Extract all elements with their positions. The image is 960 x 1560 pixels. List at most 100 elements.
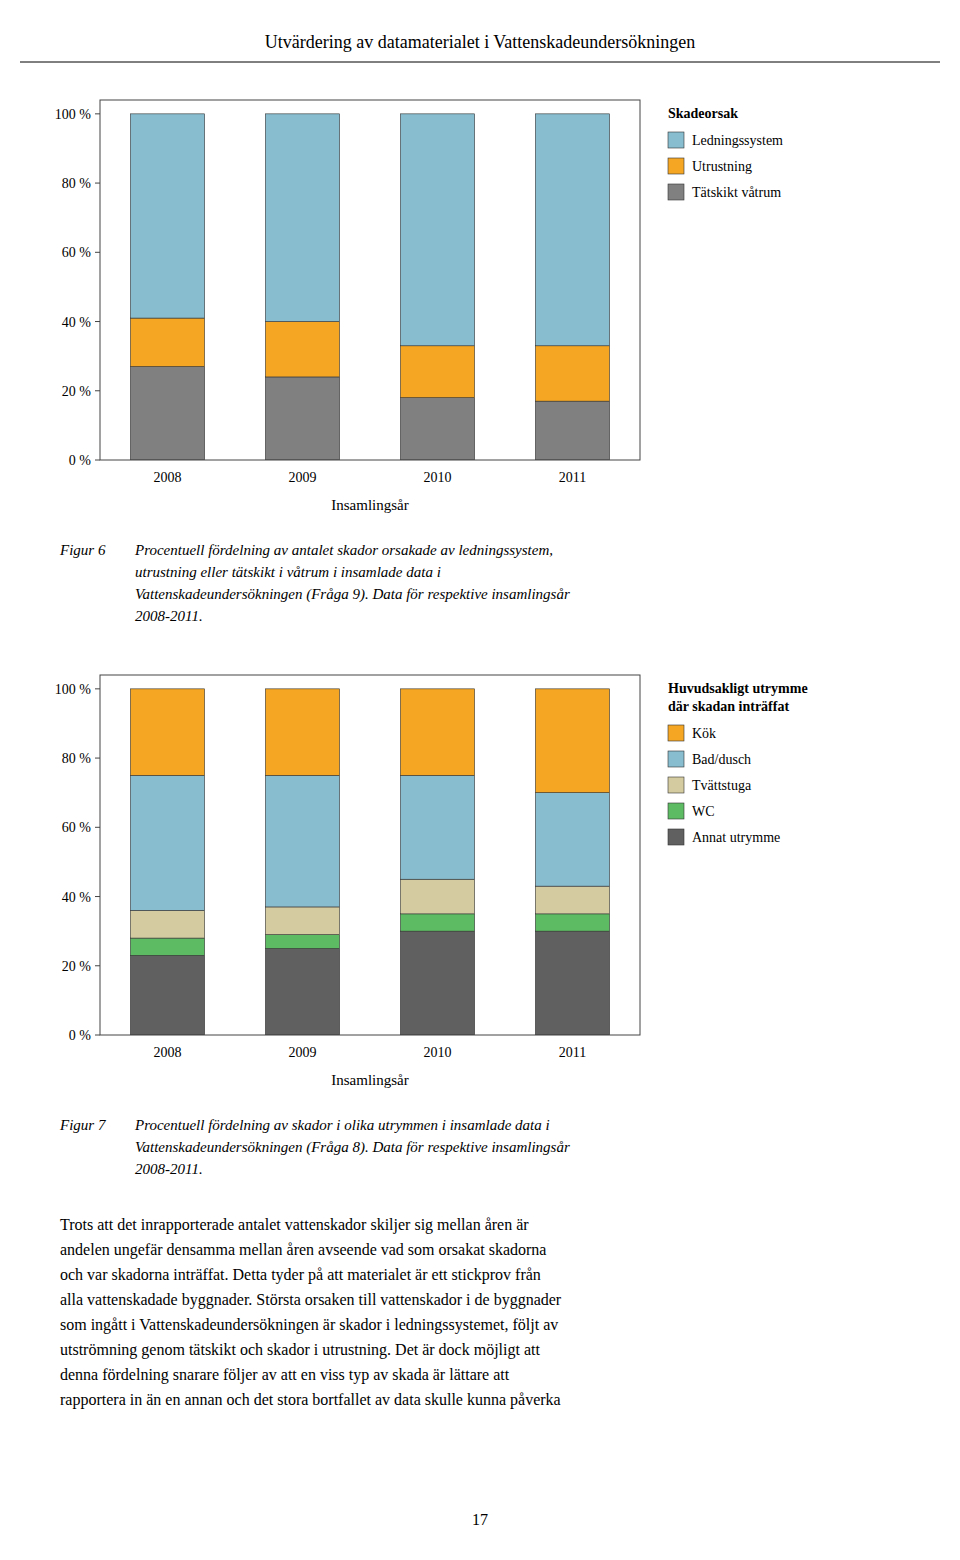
body-text: Trots att det inrapporterade antalet vat… [60,1216,562,1409]
bar-segment [130,775,204,910]
legend-label: Bad/dusch [692,752,751,767]
x-tick-label: 2011 [559,1045,586,1060]
bars [130,114,609,460]
caption: Figur 6 Procentuell fördelning av antalet… [59,542,570,624]
legend: Huvudsakligt utrymme där skadan inträffat… [668,681,808,845]
y-tick-label: 0 % [69,1028,92,1043]
legend-label: Tvättstuga [692,778,752,793]
y-tick [95,390,100,391]
bar-segment [400,879,474,914]
body-line: Trots att det inrapporterade antalet vat… [60,1216,529,1234]
bar-segment [400,114,474,346]
legend-title: Huvudsakligt utrymme där skadan inträffat [668,681,808,714]
legend-swatch [668,158,684,174]
x-tick-label: 2008 [154,1045,182,1060]
y-tick-label: 20 % [62,384,92,399]
bar-segment [265,322,339,377]
legend-title-line: Huvudsakligt utrymme [668,681,808,696]
caption-line: Vattenskadeundersökningen (Fråga 8). Dat… [135,1139,570,1156]
chart: 0 %20 %40 %60 %80 %100 %2008200920102011… [55,675,808,1088]
legend: Skadeorsak Ledningssystem Utrustning Tätski… [668,106,783,200]
legend-label: Annat utrymme [692,830,780,845]
x-tick-label: 2009 [289,1045,317,1060]
y-tick-label: 100 % [55,682,92,697]
bar-segment [130,367,204,460]
bar-segment [130,910,204,938]
bar-segment [130,689,204,776]
y-tick [95,758,100,759]
x-axis-label: Insamlingsår [331,1072,408,1088]
page-title: Utvärdering av datamaterialet i Vattensk… [265,32,696,52]
body-line: utströmning genom tätskikt och skador i … [60,1341,540,1359]
legend-swatch [668,725,684,741]
bar-segment [265,775,339,907]
bar-segment [400,398,474,460]
bar-segment [535,931,609,1035]
legend-label: Tätskikt våtrum [692,185,781,200]
y-tick [95,688,100,689]
caption-line: 2008-2011. [135,608,203,624]
bar-segment [535,793,609,886]
legend-title: Skadeorsak [668,106,738,121]
bar-segment [535,401,609,460]
bar-segment [535,886,609,914]
x-axis-label: Insamlingsår [331,497,408,513]
legend-swatch [668,829,684,845]
y-tick [95,896,100,897]
y-tick-label: 80 % [62,751,92,766]
y-tick [95,965,100,966]
legend-swatch [668,184,684,200]
bar-segment [130,318,204,366]
caption-label: Figur 6 [59,542,106,558]
bars [130,689,609,1035]
bar-segment [265,935,339,949]
body-line: alla vattenskadade byggnader. Största or… [60,1291,562,1309]
legend-swatch [668,751,684,767]
body-line: som ingått i Vattenskadeundersökningen ä… [60,1316,558,1334]
bar-segment [130,938,204,955]
body-line: denna fördelning snarare följer av att e… [60,1366,510,1384]
bar-segment [400,689,474,776]
y-tick [95,827,100,828]
bar-segment [265,948,339,1035]
y-tick-label: 60 % [62,820,92,835]
legend-label: Utrustning [692,159,752,174]
page-number: 17 [472,1511,488,1528]
y-tick [95,1035,100,1036]
bar-segment [400,914,474,931]
caption-line: Procentuell fördelning av antalet skador… [134,542,553,558]
y-tick [95,183,100,184]
legend-label: Ledningssystem [692,133,783,148]
bar-segment [130,955,204,1035]
body-line: andelen ungefär densamma mellan åren avs… [60,1241,546,1259]
y-tick-label: 60 % [62,245,92,260]
caption: Figur 7Procentuell fördelning av skador … [59,1117,570,1177]
y-tick-label: 100 % [55,107,92,122]
bar-segment [265,689,339,776]
bar-segment [535,346,609,401]
body-line: och var skadorna inträffat. Detta tyder … [60,1266,541,1284]
bar-segment [535,914,609,931]
chart: 0 %20 %40 %60 %80 %100 %2008200920102011… [55,100,783,513]
y-tick [95,252,100,253]
bar-segment [400,346,474,398]
y-tick-label: 80 % [62,176,92,191]
title-rule [20,62,940,63]
y-tick [95,460,100,461]
legend-title-line: där skadan inträffat [668,699,789,714]
y-tick [95,321,100,322]
legend-swatch [668,777,684,793]
x-tick-label: 2008 [154,470,182,485]
legend-swatch [668,132,684,148]
caption-line: 2008-2011. [135,1161,203,1177]
caption-line: Procentuell fördelning av skador i olika… [134,1117,550,1133]
bar-segment [265,377,339,460]
bar-segment [535,689,609,793]
legend-label: WC [692,804,715,819]
y-tick-label: 20 % [62,959,92,974]
body-line: rapportera in än en annan och det stora … [60,1391,561,1409]
caption-line: Vattenskadeundersökningen (Fråga 9). Dat… [135,586,570,603]
bar-segment [265,114,339,322]
x-tick-label: 2009 [289,470,317,485]
caption-line: utrustning eller tätskikt i våtrum i ins… [135,564,441,580]
